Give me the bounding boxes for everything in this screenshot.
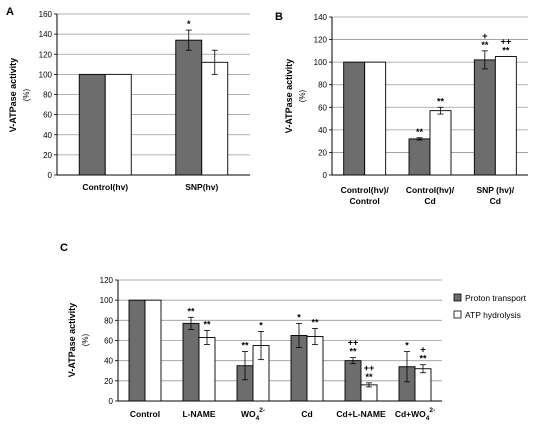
panel-b-significance-mark: ++ xyxy=(501,37,512,47)
panel-c-significance-mark: + xyxy=(420,345,425,355)
panel-b-category-label: Cd xyxy=(424,196,435,206)
panel-b-bar xyxy=(429,110,452,176)
panel-a-tick-label: 20 xyxy=(43,151,52,160)
panel-c-tick-label: 100 xyxy=(100,296,114,305)
panel-b-y-axis-unit: (%) xyxy=(298,89,307,102)
panel-b-tick-label: 0 xyxy=(323,171,328,180)
panel-a-bar xyxy=(175,39,203,176)
panel-b-tick-label: 100 xyxy=(314,58,328,67)
panel-b-significance-mark: ** xyxy=(502,46,510,56)
panel-a-category-label: SNP(hv) xyxy=(185,182,218,192)
panel-c-category-label: WO42- xyxy=(241,407,265,422)
panel-b-tick-label: 120 xyxy=(314,36,328,45)
panel-b-significance-mark: + xyxy=(482,31,487,41)
panel-b-category-label: Cd xyxy=(490,196,501,206)
panel-c-legend-label: Proton transport xyxy=(465,293,527,303)
panel-b-tick-label: 60 xyxy=(318,103,327,112)
panel-c-legend-swatch xyxy=(453,310,462,319)
panel-c-tick-label: 20 xyxy=(104,377,113,386)
panel-a-bar xyxy=(104,73,132,176)
panel-c-legend-label: ATP hydrolysis xyxy=(465,310,521,320)
panel-a-tick-label: 140 xyxy=(39,30,53,39)
panel-c-significance-mark: ** xyxy=(187,306,195,316)
panel-c-significance-mark: ** xyxy=(203,319,211,329)
panel-b-bar xyxy=(343,61,366,176)
panel-b-bar xyxy=(473,59,496,176)
panel-a-category-label: Control(hv) xyxy=(82,182,128,192)
panel-c-significance-mark: * xyxy=(259,320,263,330)
panel-c-significance-mark: ** xyxy=(241,341,249,351)
panel-c-bar xyxy=(198,337,216,402)
panel-c-y-axis-label: V-ATPase activity xyxy=(67,303,77,377)
panel-c-significance-mark: ** xyxy=(419,354,427,364)
panel-c-significance-mark: ** xyxy=(311,317,319,327)
panel-a-letter: A xyxy=(6,6,14,18)
panel-a-bar xyxy=(201,61,229,176)
panel-c-significance-mark: ++ xyxy=(364,363,375,373)
panel-c-bar xyxy=(144,299,162,402)
panel-c-tick-label: 0 xyxy=(109,397,114,406)
panel-c-significance-mark: ** xyxy=(365,372,373,382)
panel-a-y-axis-unit: (%) xyxy=(22,88,31,101)
panel-a-tick-label: 40 xyxy=(43,131,52,140)
panel-c-tick-label: 120 xyxy=(100,276,114,285)
panel-c-category-label: Cd+WO42- xyxy=(395,407,435,422)
panel-c-category-label: L-NAME xyxy=(182,409,215,419)
panel-c-category-label: Cd+L-NAME xyxy=(336,409,386,419)
panel-c-category-label: Cd xyxy=(301,409,312,419)
panel-c-tick-label: 60 xyxy=(104,337,113,346)
panel-b-bar xyxy=(408,138,431,176)
panel-a-bar xyxy=(78,73,106,176)
panel-b-category-label: Control(hv)/ xyxy=(341,185,390,195)
panel-c-category-label: Control xyxy=(130,409,160,419)
panel-b-category-label: SNP (hv)/ xyxy=(477,185,515,195)
panel-c-tick-label: 80 xyxy=(104,316,113,325)
panel-b-tick-label: 20 xyxy=(318,148,327,157)
panel-b-significance-mark: ** xyxy=(416,127,424,137)
panel-b-category-label: Control(hv)/ xyxy=(406,185,455,195)
panel-b-bar xyxy=(494,56,517,176)
panel-b-bar xyxy=(364,61,387,176)
panel-b-tick-label: 140 xyxy=(314,13,328,22)
panel-a-significance-mark: * xyxy=(187,19,191,29)
panel-c-significance-mark: ** xyxy=(349,347,357,357)
panel-b-tick-label: 80 xyxy=(318,81,327,90)
panel-a-tick-label: 160 xyxy=(39,10,53,19)
panel-c-bar xyxy=(414,368,432,402)
panel-a-tick-label: 60 xyxy=(43,111,52,120)
panel-b-category-label: Control xyxy=(350,196,380,206)
panel-a-y-axis-label: V-ATPase activity xyxy=(8,58,18,132)
panel-c-bar xyxy=(306,336,324,402)
panel-c-significance-mark: ++ xyxy=(348,338,359,348)
panel-c-legend-swatch xyxy=(453,293,462,302)
panel-c-bar xyxy=(360,384,378,402)
panel-b-significance-mark: ** xyxy=(481,40,489,50)
panel-c-letter: C xyxy=(60,242,68,254)
panel-a-tick-label: 120 xyxy=(39,50,53,59)
panel-b-y-axis-label: V-ATPase activity xyxy=(284,59,294,133)
panel-c-bar xyxy=(128,299,146,402)
panel-b-significance-mark: ** xyxy=(437,96,445,106)
panel-c-y-axis-unit: (%) xyxy=(81,333,90,346)
panel-c-significance-mark: * xyxy=(405,341,409,351)
panel-c-bar xyxy=(344,360,362,402)
panel-c-bar xyxy=(182,322,200,402)
panel-b-letter: B xyxy=(275,11,283,23)
panel-a-tick-label: 0 xyxy=(48,171,53,180)
panel-b-tick-label: 40 xyxy=(318,126,327,135)
panel-a-tick-label: 80 xyxy=(43,91,52,100)
panel-c-significance-mark: * xyxy=(297,312,301,322)
panel-c-tick-label: 40 xyxy=(104,357,113,366)
panel-a-tick-label: 100 xyxy=(39,70,53,79)
